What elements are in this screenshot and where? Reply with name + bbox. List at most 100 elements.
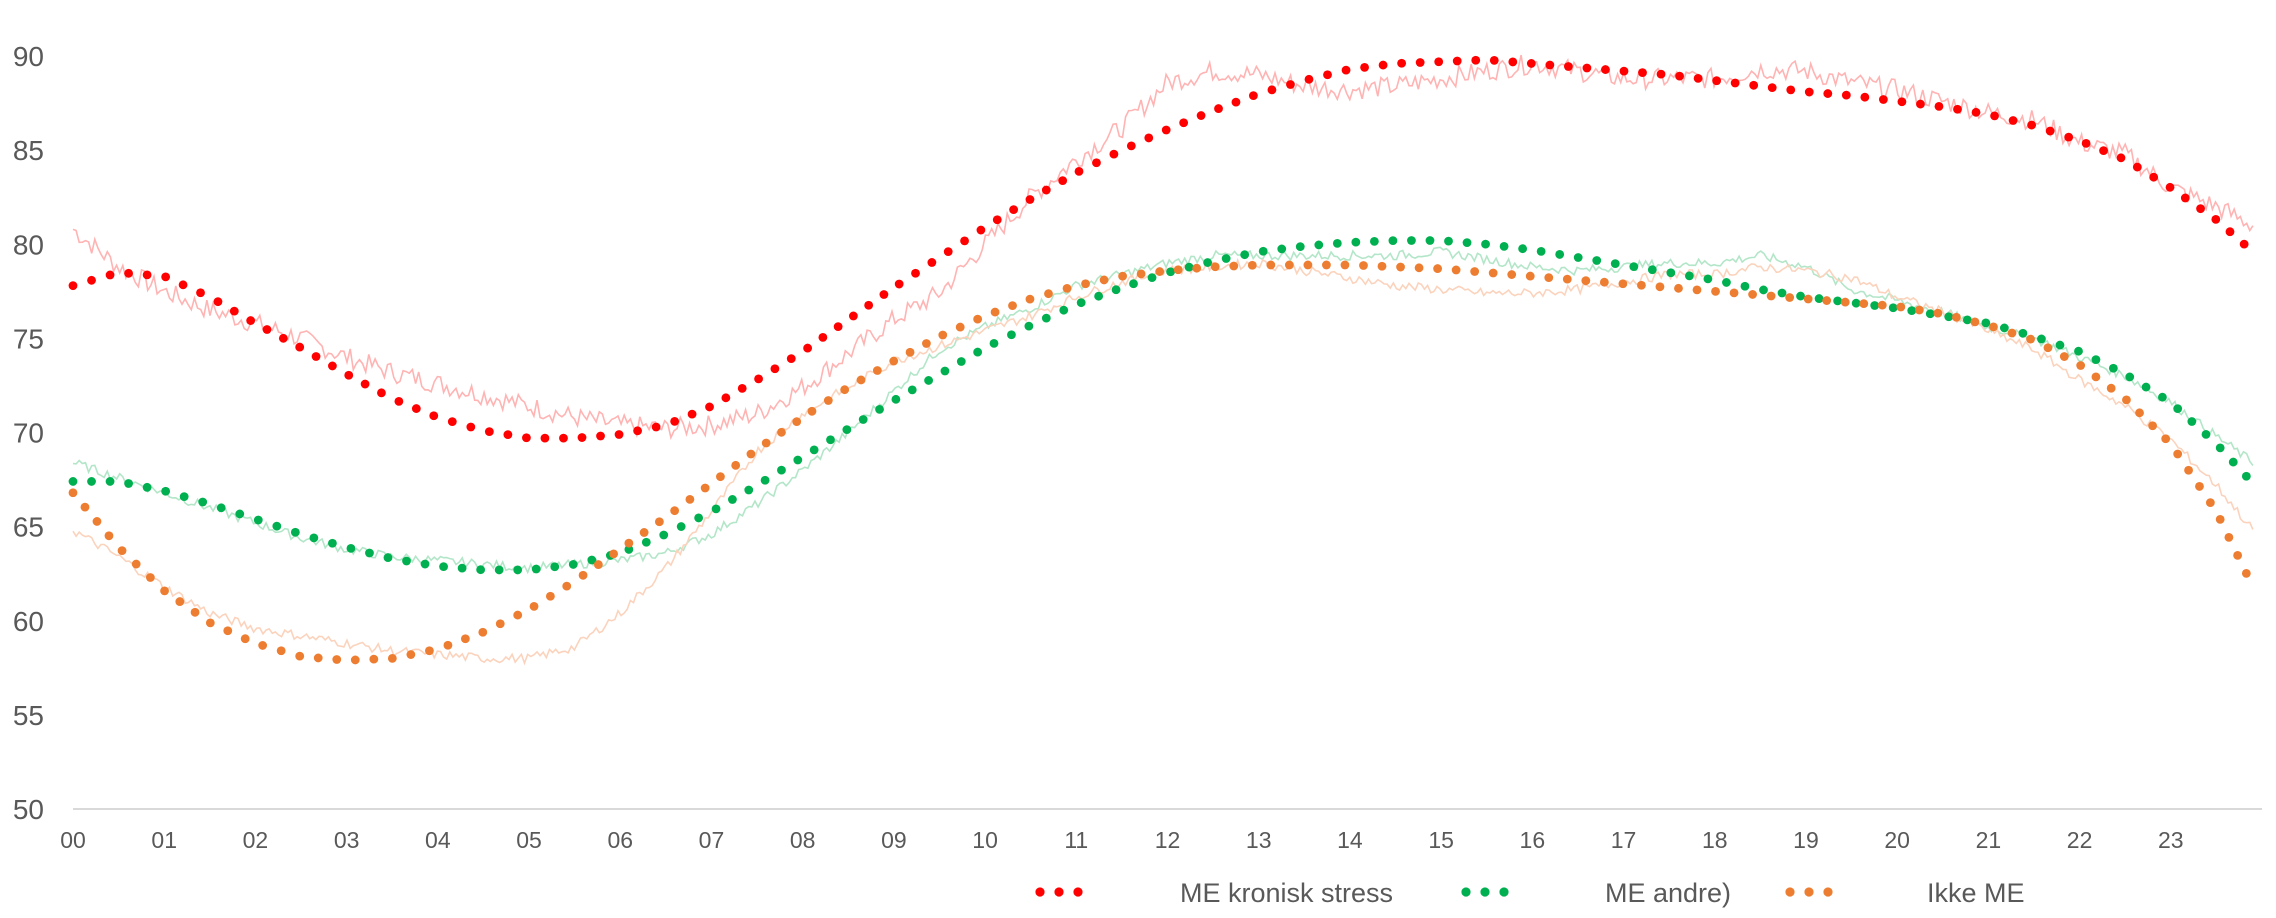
trend-point xyxy=(2091,355,2101,365)
trend-point xyxy=(562,581,572,591)
trend-point xyxy=(1934,101,1944,111)
trend-point xyxy=(1878,95,1888,104)
trend-point xyxy=(1323,70,1332,80)
trend-point xyxy=(328,361,337,371)
trend-point xyxy=(1990,111,1999,121)
trend-point xyxy=(922,339,931,348)
x-tick-label: 15 xyxy=(1428,827,1454,853)
trend-point xyxy=(2215,514,2225,524)
x-tick-label: 07 xyxy=(699,827,725,853)
trend-point xyxy=(1109,149,1119,159)
trend-point xyxy=(1897,97,1907,107)
trend-point xyxy=(1295,242,1305,252)
trend-point xyxy=(659,530,669,540)
trend-point xyxy=(1136,269,1146,279)
x-tick-label: 18 xyxy=(1702,827,1728,853)
legend: ME kronisk stress ME andre) Ikke ME xyxy=(1035,878,2025,908)
trend-point xyxy=(1025,294,1035,304)
trend-point xyxy=(1414,263,1424,273)
trend-point xyxy=(1304,74,1314,84)
trend-point xyxy=(2241,568,2251,578)
trend-point xyxy=(1637,280,1646,290)
trend-point xyxy=(1833,296,1843,306)
trend-point xyxy=(651,422,661,432)
trend-point xyxy=(609,549,619,559)
trend-point xyxy=(1161,125,1171,135)
trend-point xyxy=(1822,296,1832,305)
trend-point xyxy=(145,573,155,582)
trend-point xyxy=(2239,239,2249,249)
trend-point xyxy=(911,268,920,278)
trend-point xyxy=(1507,270,1517,279)
trend-point xyxy=(179,492,189,502)
trend-point xyxy=(2045,126,2055,136)
trend-point xyxy=(596,431,605,441)
trend-point xyxy=(1860,92,1870,102)
trend-point xyxy=(943,247,953,257)
legend-label: Ikke ME xyxy=(1927,878,2025,908)
trend-point xyxy=(1118,271,1128,281)
trend-point xyxy=(1322,260,1331,270)
x-tick-label: 04 xyxy=(425,827,451,853)
trend-point xyxy=(313,653,323,663)
trend-point xyxy=(1044,289,1053,299)
trend-point xyxy=(973,347,983,357)
trend-point xyxy=(2064,132,2074,142)
trend-point xyxy=(1092,158,1101,168)
trend-point xyxy=(1981,318,1991,328)
trend-point xyxy=(2187,417,2197,426)
trend-point xyxy=(1415,58,1425,67)
trend-point xyxy=(577,433,587,442)
trend-point xyxy=(624,538,634,548)
trend-point xyxy=(1360,62,1369,72)
trend-point xyxy=(447,417,457,427)
trend-point xyxy=(1610,259,1620,268)
trend-point xyxy=(2184,465,2193,475)
trend-point xyxy=(973,314,983,324)
y-axis: 50 55 60 65 70 75 80 85 90 xyxy=(13,41,44,825)
trend-point xyxy=(1796,291,1805,301)
trend-point xyxy=(807,406,817,416)
trend-point xyxy=(295,342,305,352)
trend-point xyxy=(1076,298,1086,308)
trend-point xyxy=(1229,261,1239,271)
trend-point xyxy=(624,545,634,554)
trend-point xyxy=(161,272,171,282)
trend-point xyxy=(2007,328,2017,338)
trend-point xyxy=(2043,343,2053,353)
trend-point xyxy=(1378,60,1388,70)
trend-point xyxy=(1870,301,1880,310)
y-tick-label: 90 xyxy=(13,41,44,72)
trend-point xyxy=(809,445,819,455)
trend-point xyxy=(2215,443,2225,453)
trend-point xyxy=(332,655,342,664)
trend-point xyxy=(1914,305,1924,315)
trend-point xyxy=(2180,193,2190,203)
legend-item: ME kronisk stress xyxy=(1035,878,1393,908)
trend-point xyxy=(1599,277,1609,287)
trend-point xyxy=(614,430,624,439)
trend-point xyxy=(1184,262,1194,272)
x-tick-label: 19 xyxy=(1793,827,1819,853)
trend-point xyxy=(1729,288,1739,298)
trend-point xyxy=(2059,352,2069,361)
trend-point xyxy=(1277,244,1287,254)
trend-point xyxy=(1434,57,1444,67)
trend-point xyxy=(278,333,288,343)
trend-point xyxy=(1748,290,1757,299)
trend-point xyxy=(746,449,756,459)
trend-point xyxy=(387,653,397,663)
trend-point xyxy=(1377,261,1387,271)
trend-point xyxy=(240,634,250,644)
trend-point xyxy=(1674,283,1683,293)
trend-point xyxy=(1925,309,1935,319)
trend-point xyxy=(2074,346,2083,356)
trend-point xyxy=(1814,294,1824,303)
x-tick-label: 10 xyxy=(972,827,998,853)
trend-point xyxy=(1094,291,1104,301)
legend-dot xyxy=(1785,887,1795,897)
trend-point xyxy=(676,522,686,531)
legend-dot xyxy=(1461,887,1471,897)
trend-point xyxy=(1962,315,1972,325)
x-tick-label: 01 xyxy=(151,827,177,853)
